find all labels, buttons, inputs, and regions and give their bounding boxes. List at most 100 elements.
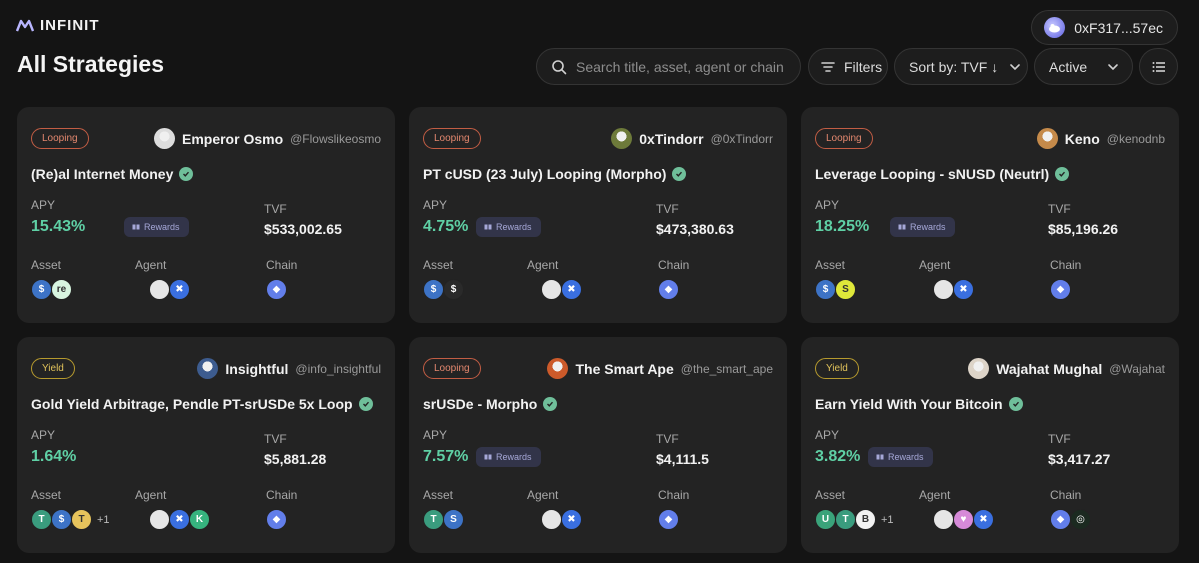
chain-label: Chain [1050,488,1082,502]
tether-icon: T [835,509,856,530]
usdc-icon: $ [815,279,836,300]
strategy-card[interactable]: Looping Emperor Osmo @Flowslikeosmo (Re)al … [17,107,395,323]
ethereum-icon: ◆ [1050,279,1071,300]
author-avatar [153,128,175,149]
agent-icons: ✖ [149,279,190,300]
strategy-title-text: PT cUSD (23 July) Looping (Morpho) [423,166,667,182]
strategy-title[interactable]: srUSDe - Morpho [423,396,558,412]
search-box[interactable] [536,48,801,85]
strategy-title[interactable]: (Re)al Internet Money [31,166,194,182]
strategy-card[interactable]: Yield Wajahat Mughal @Wajahat Earn Yield Wi… [801,337,1179,553]
apy-label: APY [31,428,56,442]
author-handle: @info_insightful [295,361,381,376]
lido-icon: ◎ [1070,509,1091,530]
bitcoin-icon: B [855,509,876,530]
agent-butterfly-icon: ✖ [169,279,190,300]
filter-icon [821,61,835,72]
wallet-button[interactable]: 0xF317...57ec [1031,10,1178,45]
agent-icons: ♥ ✖ [933,509,994,530]
rewards-label: Rewards [496,222,532,232]
usdc-icon: $ [423,279,444,300]
strategy-type-tag: Looping [423,128,481,149]
author-info[interactable]: Insightful @info_insightful [197,358,381,379]
agent-label: Agent [527,258,559,272]
apy-label: APY [423,428,448,442]
chain-label: Chain [658,258,690,272]
asset-label: Asset [815,488,846,502]
list-view-icon [1152,61,1165,72]
asset-label: Asset [815,258,846,272]
strategy-title[interactable]: Earn Yield With Your Bitcoin [815,396,1023,412]
list-view-button[interactable] [1139,48,1178,85]
asset-icons: U T B +1 [815,509,894,530]
verified-check-icon [1055,167,1070,181]
usdc-icon: $ [31,279,52,300]
apy-value: 18.25% [815,218,870,235]
chain-icons: ◆ [658,279,679,300]
gift-icon [898,222,906,232]
agent-butterfly-icon: ✖ [561,509,582,530]
page-title: All Strategies [17,51,164,77]
apy-value: 4.75% [423,218,469,235]
author-avatar [611,128,633,149]
verified-check-icon [358,397,373,411]
tvf-label: TVF [264,202,287,216]
agent-icons: ✖ [541,509,582,530]
strategy-title-text: (Re)al Internet Money [31,166,174,182]
rewards-label: Rewards [496,452,532,462]
brand-logo[interactable]: INFINIT [16,17,100,34]
tvf-value: $3,417.27 [1048,451,1111,467]
strategy-card[interactable]: Looping 0xTindorr @0xTindorr PT cUSD (23 Ju… [409,107,787,323]
chevron-down-icon [1010,63,1021,70]
status-dropdown[interactable]: Active [1034,48,1133,85]
tether-icon: T [423,509,444,530]
chain-icons: ◆ ◎ [1050,509,1091,530]
top-bar: INFINIT 0xF317...57ec [0,0,1199,50]
agent-heart-icon: ♥ [953,509,974,530]
strategy-type-tag: Looping [423,358,481,379]
search-input[interactable] [576,58,786,75]
verified-check-icon [179,167,194,181]
strategy-title-text: Gold Yield Arbitrage, Pendle PT-srUSDe 5… [31,396,353,412]
asset-icons: $ re [31,279,72,300]
asset-icons: $ $ [423,279,464,300]
strategy-card[interactable]: Looping The Smart Ape @the_smart_ape srUSDe… [409,337,787,553]
author-name: Keno [1064,130,1100,147]
agent-label: Agent [919,258,951,272]
xaut-icon: T [71,509,92,530]
chain-label: Chain [266,488,298,502]
agent-ghost-icon [933,279,954,300]
asset-label: Asset [423,488,454,502]
filters-button[interactable]: Filters [808,48,888,85]
author-info[interactable]: The Smart Ape @the_smart_ape [547,358,773,379]
asset-icons: $ S [815,279,856,300]
author-info[interactable]: 0xTindorr @0xTindorr [611,128,773,149]
strategy-type-tag: Yield [815,358,859,379]
tvf-label: TVF [264,432,287,446]
agent-label: Agent [135,258,167,272]
more-assets-count: +1 [97,513,110,526]
tvf-label: TVF [656,432,679,446]
strategy-title[interactable]: Leverage Looping - sNUSD (Neutrl) [815,166,1070,182]
author-info[interactable]: Keno @kenodnb [1036,128,1165,149]
strategy-card[interactable]: Looping Keno @kenodnb Leverage Looping - sN… [801,107,1179,323]
author-name: Insightful [225,360,289,377]
strategy-title[interactable]: PT cUSD (23 July) Looping (Morpho) [423,166,687,182]
sort-dropdown[interactable]: Sort by: TVF ↓ [894,48,1028,85]
apy-label: APY [815,198,840,212]
strategy-title[interactable]: Gold Yield Arbitrage, Pendle PT-srUSDe 5… [31,396,373,412]
author-info[interactable]: Emperor Osmo @Flowslikeosmo [153,128,381,149]
ethereum-icon: ◆ [266,509,287,530]
agent-label: Agent [527,488,559,502]
author-handle: @Wajahat [1109,361,1165,376]
agent-k-icon: K [189,509,210,530]
author-info[interactable]: Wajahat Mughal @Wajahat [968,358,1165,379]
rewards-badge: Rewards [124,217,189,237]
gift-icon [484,222,492,232]
rewards-badge: Rewards [476,447,541,467]
agent-ghost-icon [541,509,562,530]
strategy-title-text: srUSDe - Morpho [423,396,538,412]
strategy-card[interactable]: Yield Insightful @info_insightful Gold Yiel… [17,337,395,553]
chain-icons: ◆ [658,509,679,530]
